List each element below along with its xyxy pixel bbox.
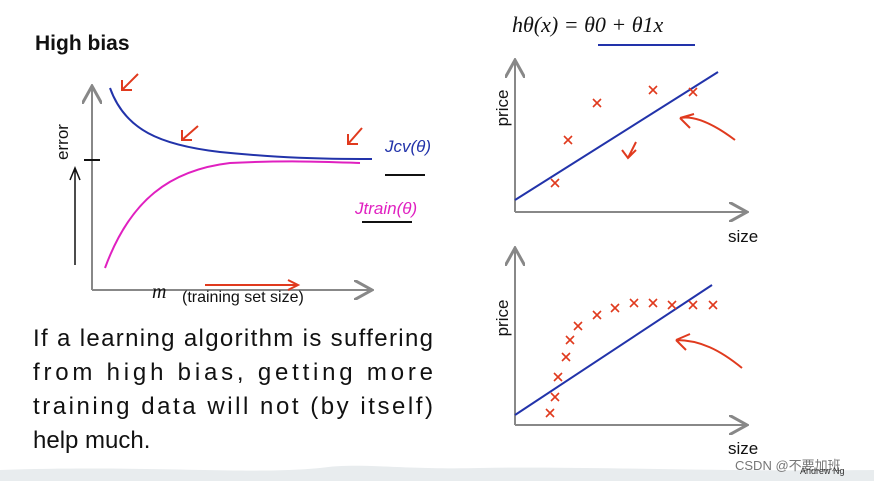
crosses xyxy=(550,85,698,188)
y-label: price xyxy=(493,300,512,337)
left-plot: error Jcv(θ) Jtrain(θ) m (training set s… xyxy=(53,73,431,306)
cross xyxy=(648,298,658,308)
x-label: size xyxy=(728,439,758,458)
x-label: (training set size) xyxy=(182,289,304,306)
cross xyxy=(629,298,639,308)
red-arrow xyxy=(675,333,743,369)
cross xyxy=(553,372,563,382)
cross xyxy=(592,310,602,320)
cross xyxy=(565,335,575,345)
crosses xyxy=(545,298,718,418)
top-right-plot: price size xyxy=(493,62,758,246)
red-arrows xyxy=(621,113,736,160)
bottom-right-plot: price size xyxy=(493,250,758,458)
y-label: error xyxy=(53,124,72,160)
paragraph-line: help much. xyxy=(33,427,150,454)
watermark: CSDN @不要加班 xyxy=(735,458,841,473)
cross xyxy=(708,300,718,310)
cross xyxy=(592,98,602,108)
x-label: size xyxy=(728,227,758,246)
x-symbol: m xyxy=(152,281,166,303)
title: High bias xyxy=(35,32,130,55)
cross xyxy=(667,300,677,310)
fit-line xyxy=(514,71,719,201)
train-label: Jtrain(θ) xyxy=(354,199,417,218)
train-curve xyxy=(104,160,361,269)
handwritten-arrow xyxy=(69,166,81,265)
red-arrow xyxy=(205,279,301,291)
y-label: price xyxy=(493,90,512,127)
cross xyxy=(550,392,560,402)
cross xyxy=(688,300,698,310)
cross xyxy=(610,303,620,313)
paragraph-line: If a learning algorithm is suffering xyxy=(33,325,433,352)
formula: hθ(x) = θ0 + θ1x xyxy=(512,12,664,37)
cv-curve xyxy=(109,87,373,160)
red-arrows xyxy=(121,73,363,145)
credit: Andrew Ng xyxy=(800,466,845,476)
fit-line xyxy=(514,284,713,416)
cv-label: Jcv(θ) xyxy=(384,137,431,156)
footer-band xyxy=(0,465,874,481)
cross xyxy=(648,85,658,95)
cross xyxy=(550,178,560,188)
cross xyxy=(563,135,573,145)
cross xyxy=(573,321,583,331)
paragraph-line: from high bias, getting more xyxy=(33,359,433,386)
cross xyxy=(688,87,698,97)
cross xyxy=(561,352,571,362)
cross xyxy=(545,408,555,418)
